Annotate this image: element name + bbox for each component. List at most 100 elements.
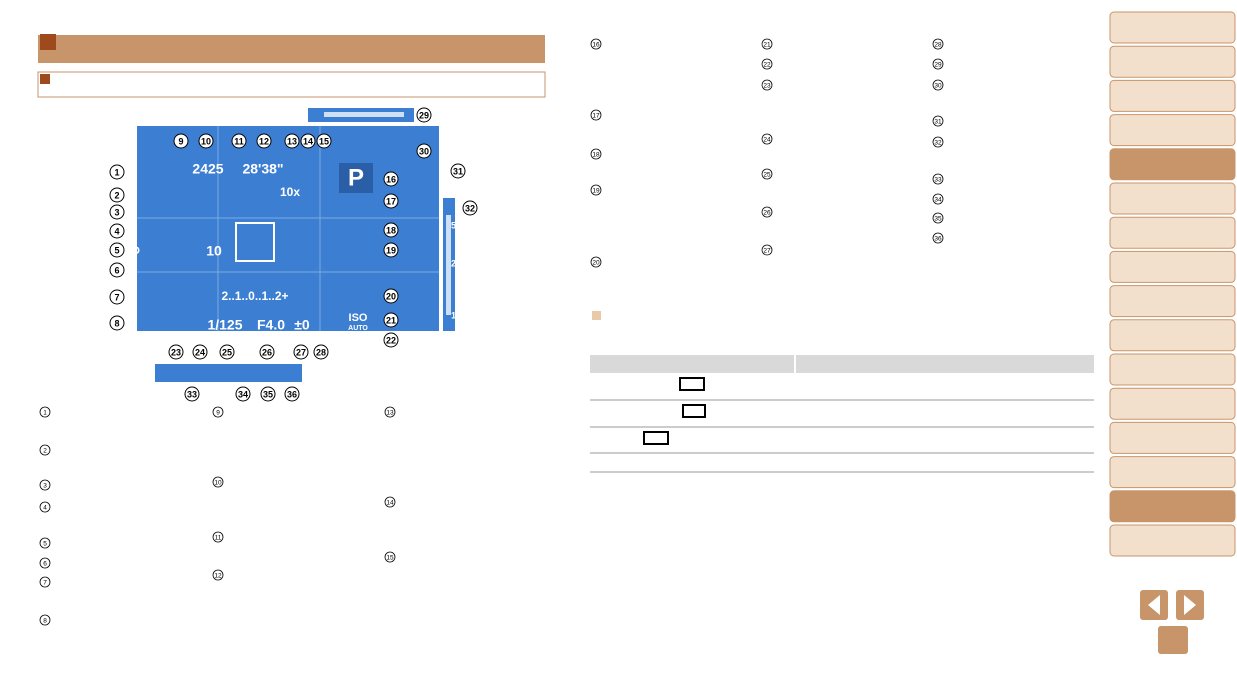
time: 28'38"	[242, 161, 283, 177]
legend-number: 23	[763, 83, 771, 90]
legend-number: 6	[43, 561, 47, 568]
exposure: ±0	[294, 317, 310, 333]
legend-number: 12	[214, 573, 222, 580]
legend-number: 5	[43, 541, 47, 548]
callout-circle	[231, 133, 247, 149]
nav-tab[interactable]	[1109, 524, 1236, 557]
callout-circle	[383, 242, 399, 258]
callout-number: 5	[114, 245, 119, 255]
callout-circle	[416, 143, 432, 159]
legend-circle	[384, 406, 396, 418]
back-button[interactable]	[1158, 626, 1188, 654]
callout-circle	[383, 288, 399, 304]
mode: P	[348, 164, 364, 191]
callout-number: 18	[386, 225, 396, 235]
nav-tab[interactable]	[1109, 421, 1236, 454]
legend-circle	[39, 537, 51, 549]
callout-number: 28	[316, 347, 326, 357]
legend-number: 10	[214, 480, 222, 487]
legend-circle	[39, 501, 51, 513]
callout-number: 36	[287, 389, 297, 399]
callout-number: 14	[303, 136, 313, 146]
nav-tab[interactable]	[1109, 456, 1236, 489]
callout-number: 34	[238, 389, 248, 399]
iso-mode: AUTO	[348, 325, 368, 332]
legend-number: 28	[934, 42, 942, 49]
callout-number: 29	[419, 110, 429, 120]
callout-number: 30	[419, 146, 429, 156]
legend-number: 2	[43, 448, 47, 455]
legend-circle	[384, 551, 396, 563]
legend-circle	[590, 148, 602, 160]
nav-tab[interactable]	[1109, 182, 1236, 215]
nav-tab[interactable]	[1109, 216, 1236, 249]
legend-circle	[932, 193, 944, 205]
nav-tab[interactable]	[1109, 11, 1236, 44]
callout-number: 4	[114, 226, 119, 236]
legend-circle	[590, 256, 602, 268]
callout-circle	[198, 133, 214, 149]
callout-circle	[109, 223, 125, 239]
legend-circle	[761, 206, 773, 218]
nav-tab[interactable]	[1109, 353, 1236, 386]
legend-number: 29	[934, 62, 942, 69]
callout-circle	[109, 204, 125, 220]
nav-tab[interactable]	[1109, 490, 1236, 523]
legend-circle	[932, 136, 944, 148]
callout-circle	[109, 164, 125, 180]
callout-circle	[293, 344, 309, 360]
callout-circle	[300, 133, 316, 149]
callout-number: 9	[178, 136, 183, 146]
nav-tab[interactable]	[1109, 387, 1236, 420]
section-header	[38, 35, 545, 63]
legend-number: 4	[43, 505, 47, 512]
callout-number: 12	[259, 136, 269, 146]
callout-number: 21	[386, 315, 396, 325]
nav-tab[interactable]	[1109, 114, 1236, 147]
nav-tab[interactable]	[1109, 148, 1236, 181]
legend-number: 16	[592, 42, 600, 49]
legend-number: 20	[592, 260, 600, 267]
icon-row	[232, 364, 302, 382]
nav-tab[interactable]	[1109, 250, 1236, 283]
legend-number: 25	[763, 172, 771, 179]
af-frame	[235, 222, 275, 262]
legend-number: 27	[763, 248, 771, 255]
legend-circle	[39, 479, 51, 491]
legend-circle	[932, 212, 944, 224]
callout-number: 11	[234, 136, 244, 146]
callout-circle	[383, 171, 399, 187]
callout-circle	[316, 133, 332, 149]
nav-tab[interactable]	[1109, 79, 1236, 112]
callout-number: 23	[171, 347, 181, 357]
legend-circle	[384, 496, 396, 508]
legend-number: 30	[934, 83, 942, 90]
callout-number: 1	[114, 167, 119, 177]
callout-circle	[284, 133, 300, 149]
legend-number: 26	[763, 210, 771, 217]
nav-tab[interactable]	[1109, 285, 1236, 318]
legend-circle	[212, 569, 224, 581]
callout-circle	[109, 262, 125, 278]
legend-number: 8	[43, 618, 47, 625]
legend-circle	[932, 232, 944, 244]
legend-number: 33	[934, 177, 942, 184]
callout-number: 13	[287, 136, 297, 146]
callout-circle	[260, 386, 276, 402]
callout-circle	[173, 133, 189, 149]
nav-tab[interactable]	[1109, 319, 1236, 352]
callouts: 1122334455667788991010111112121313141415…	[39, 38, 944, 626]
zoom-tick: 20	[451, 258, 461, 268]
sub-header-mark	[40, 74, 50, 84]
callout-number: 7	[114, 292, 119, 302]
callout-circle	[284, 386, 300, 402]
callout-circle	[450, 163, 466, 179]
callout-circle	[383, 332, 399, 348]
table	[590, 355, 1094, 473]
legend-circle	[39, 557, 51, 569]
legend-circle	[932, 173, 944, 185]
legend-circle	[761, 79, 773, 91]
nav-tab[interactable]	[1109, 45, 1236, 78]
